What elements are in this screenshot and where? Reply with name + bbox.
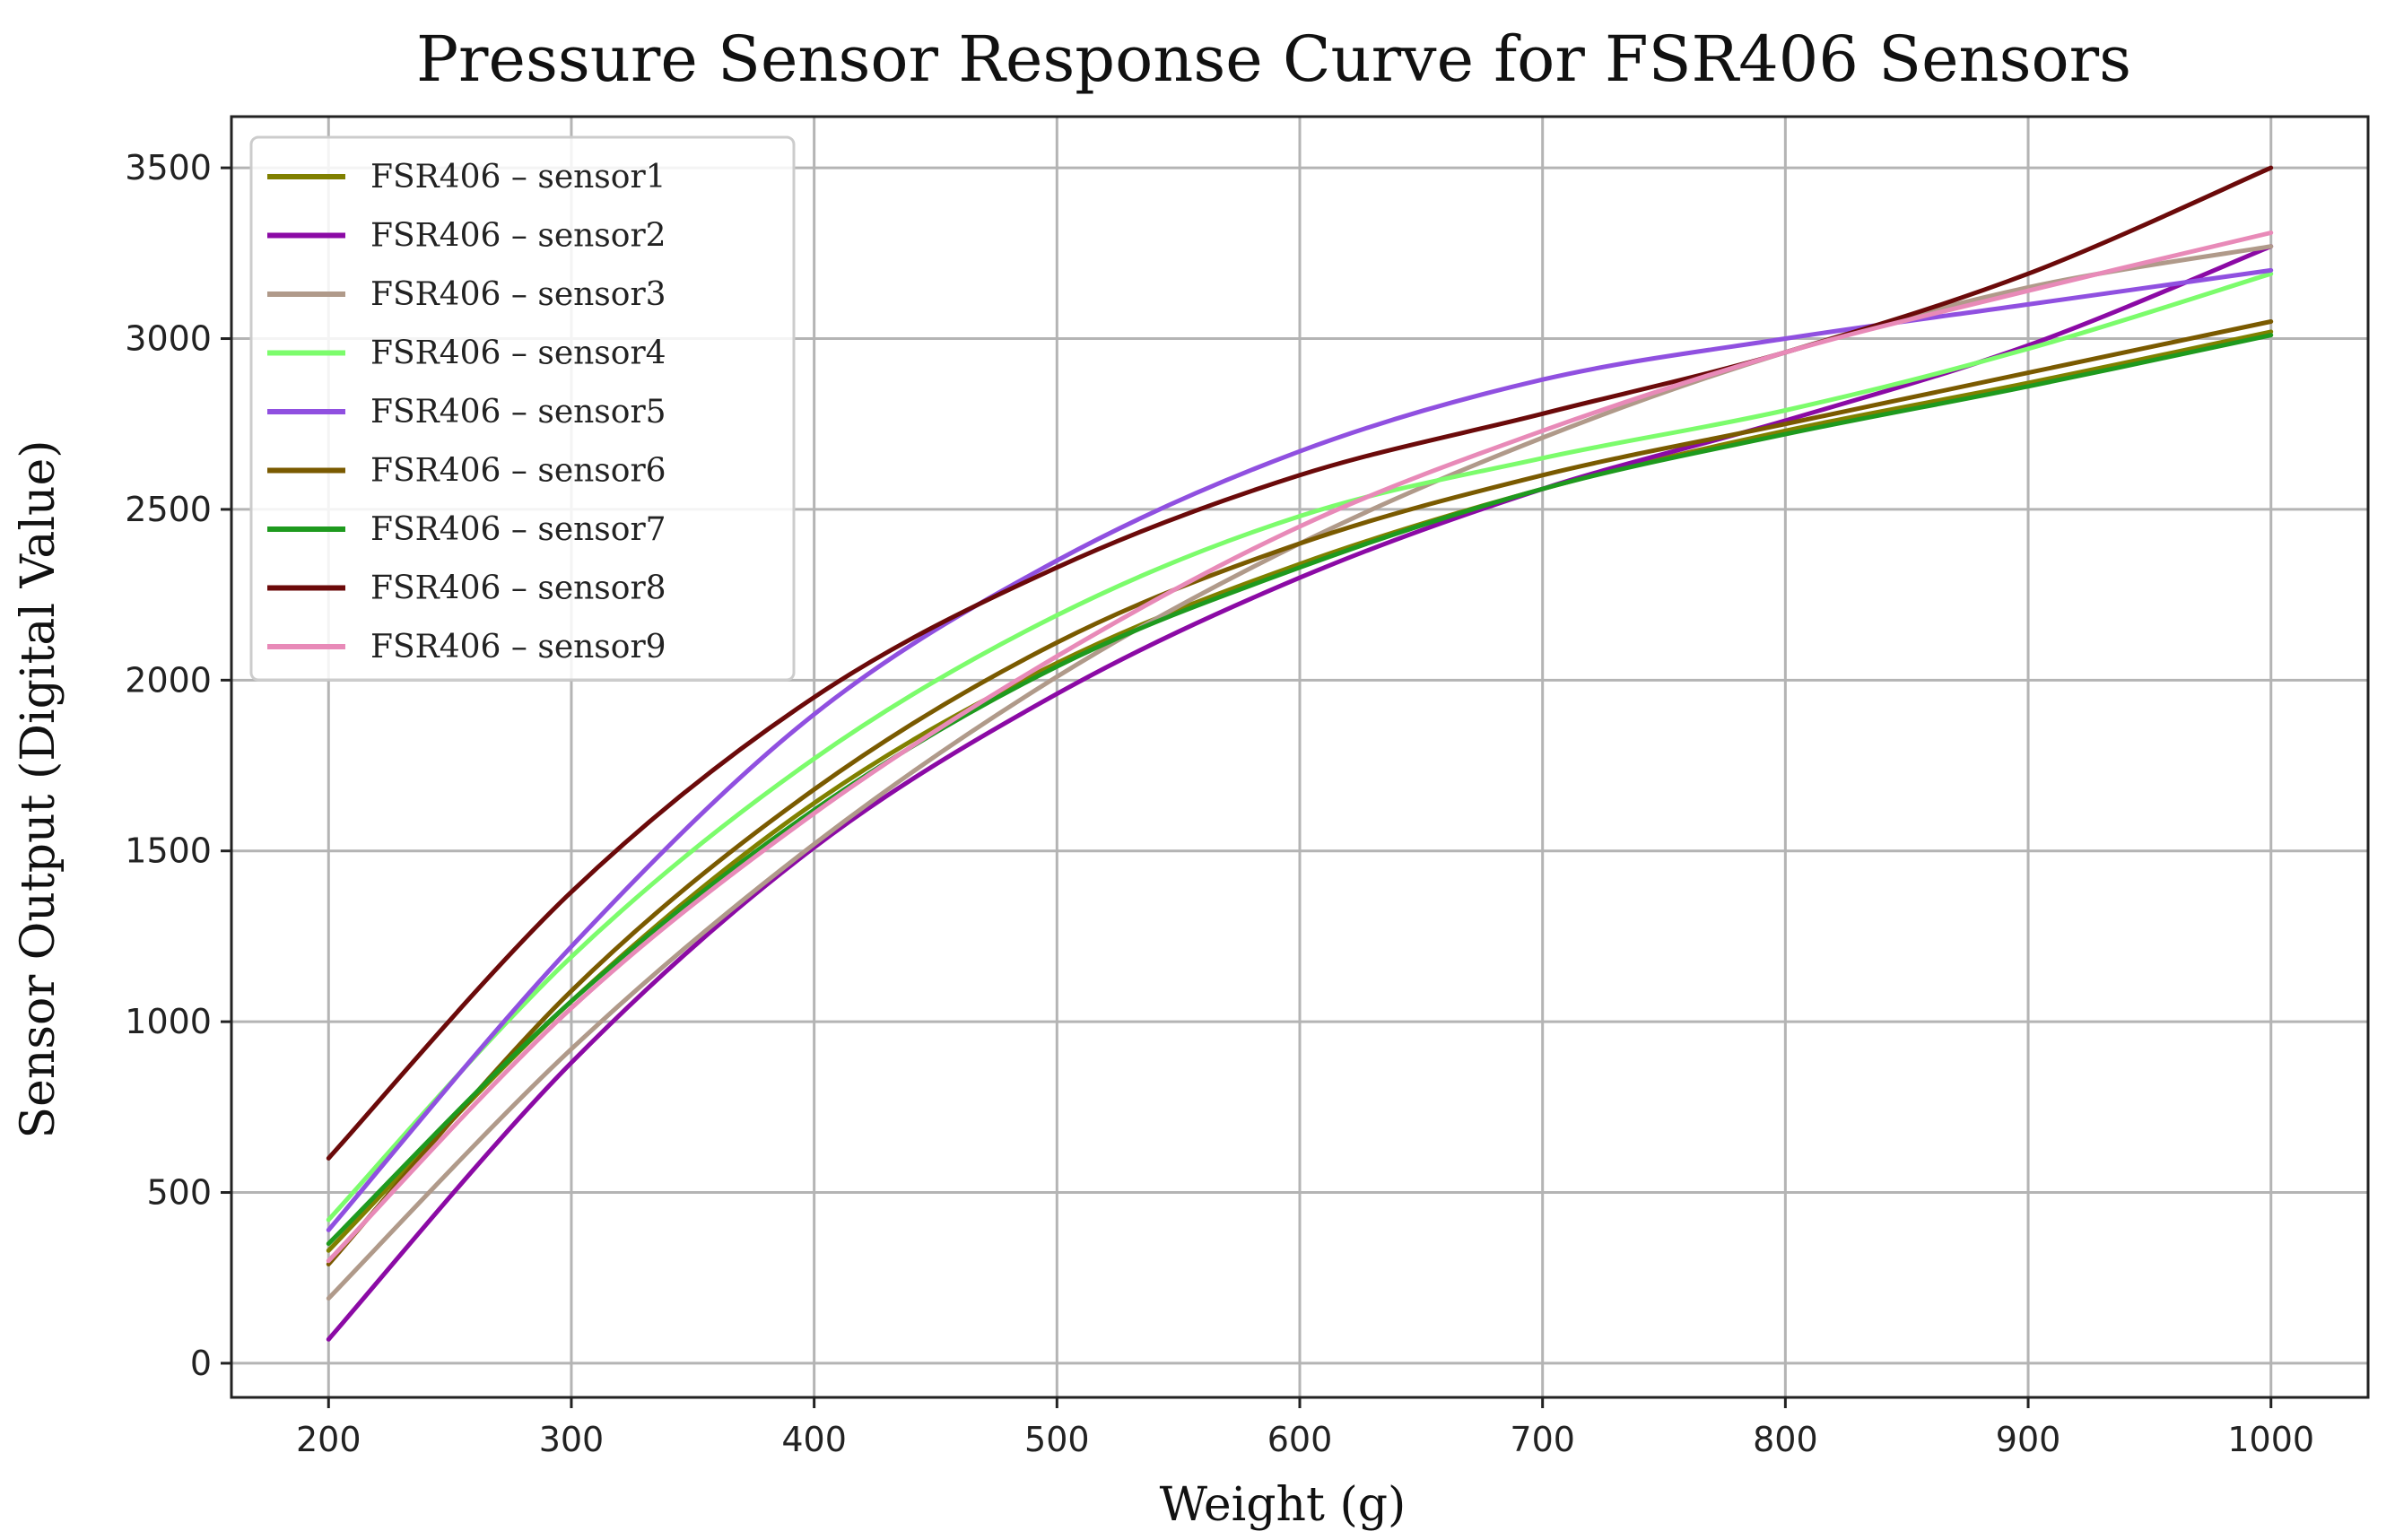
y-tick-label: 0 <box>190 1344 212 1383</box>
x-tick-label: 900 <box>1996 1420 2061 1459</box>
y-tick-label: 3000 <box>125 319 212 359</box>
legend-label: FSR406 – sensor4 <box>370 335 666 372</box>
legend-label: FSR406 – sensor5 <box>370 394 666 431</box>
axis-ticks: 200 300 400 500 600 700 800 900 1000 0 500 1000 1500… <box>125 148 2314 1459</box>
series-line-sensor4 <box>326 271 2274 1222</box>
y-tick-label: 1000 <box>125 1002 212 1041</box>
y-tick-label: 500 <box>146 1173 212 1213</box>
legend-label: FSR406 – sensor7 <box>370 511 666 548</box>
x-tick-label: 300 <box>539 1420 605 1459</box>
y-tick-label: 2000 <box>125 660 212 700</box>
x-axis-label: Weight (g) <box>1160 1478 1407 1532</box>
y-axis-label: Sensor Output (Digital Value) <box>12 439 65 1138</box>
x-tick-label: 700 <box>1510 1420 1575 1459</box>
series-lines <box>326 165 2274 1342</box>
series-line-sensor5 <box>326 267 2274 1232</box>
series-line-sensor8 <box>326 165 2274 1161</box>
grid <box>231 117 2368 1397</box>
series-line-sensor3 <box>326 244 2274 1301</box>
series-line-sensor7 <box>326 333 2274 1247</box>
legend-label: FSR406 – sensor3 <box>370 276 666 313</box>
x-tick-label: 500 <box>1024 1420 1090 1459</box>
series-line-sensor9 <box>326 231 2274 1264</box>
x-tick-label: 200 <box>296 1420 361 1459</box>
y-tick-label: 2500 <box>125 490 212 529</box>
y-tick-label: 1500 <box>125 831 212 871</box>
x-tick-label: 600 <box>1267 1420 1333 1459</box>
x-tick-label: 400 <box>781 1420 847 1459</box>
x-tick-label: 1000 <box>2227 1420 2314 1459</box>
legend: FSR406 – sensor1 FSR406 – sensor2 FSR406 –… <box>249 135 796 682</box>
chart-title: Pressure Sensor Response Curve for FSR40… <box>416 22 2131 96</box>
series-line-sensor6 <box>326 319 2274 1266</box>
y-tick-label: 3500 <box>125 148 212 187</box>
legend-label: FSR406 – sensor2 <box>370 218 666 255</box>
legend-label: FSR406 – sensor8 <box>370 570 666 607</box>
x-tick-label: 800 <box>1753 1420 1818 1459</box>
legend-box <box>249 135 796 682</box>
legend-label: FSR406 – sensor6 <box>370 453 666 490</box>
legend-label: FSR406 – sensor9 <box>370 629 666 666</box>
legend-label: FSR406 – sensor1 <box>370 159 666 196</box>
